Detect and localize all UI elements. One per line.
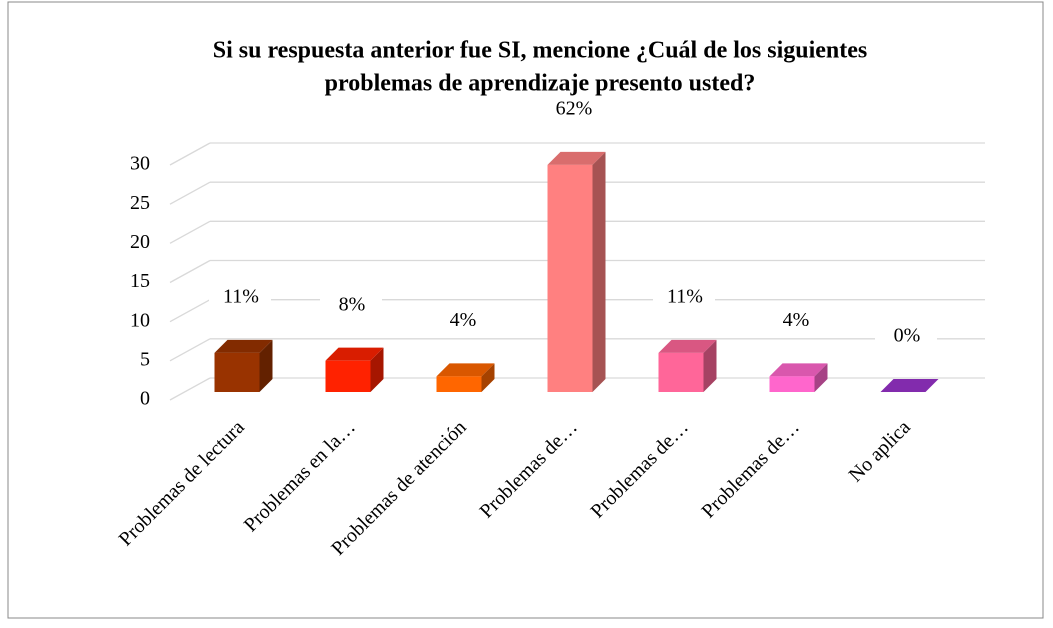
bar-side xyxy=(593,152,606,392)
chart-title: problemas de aprendizaje presento usted? xyxy=(325,71,756,97)
y-tick-label: 25 xyxy=(130,192,150,214)
bar xyxy=(770,376,815,392)
bar xyxy=(215,353,260,392)
data-label: 4% xyxy=(783,309,810,331)
data-label: 4% xyxy=(450,309,477,331)
data-label: 0% xyxy=(894,325,921,347)
data-label: 11% xyxy=(667,285,703,307)
y-tick-label: 10 xyxy=(130,309,150,331)
bar xyxy=(548,165,593,392)
data-label: 8% xyxy=(339,293,366,315)
data-label: 62% xyxy=(556,97,593,119)
chart-title: Si su respuesta anterior fue SI, mencion… xyxy=(213,38,867,64)
y-tick-label: 0 xyxy=(140,388,150,410)
y-tick-label: 20 xyxy=(130,231,150,253)
y-tick-label: 30 xyxy=(130,153,150,175)
bar xyxy=(326,361,371,392)
y-tick-label: 15 xyxy=(130,270,150,292)
data-label: 11% xyxy=(223,285,259,307)
y-tick-label: 5 xyxy=(140,348,150,370)
bar xyxy=(437,376,482,392)
bar xyxy=(659,353,704,392)
